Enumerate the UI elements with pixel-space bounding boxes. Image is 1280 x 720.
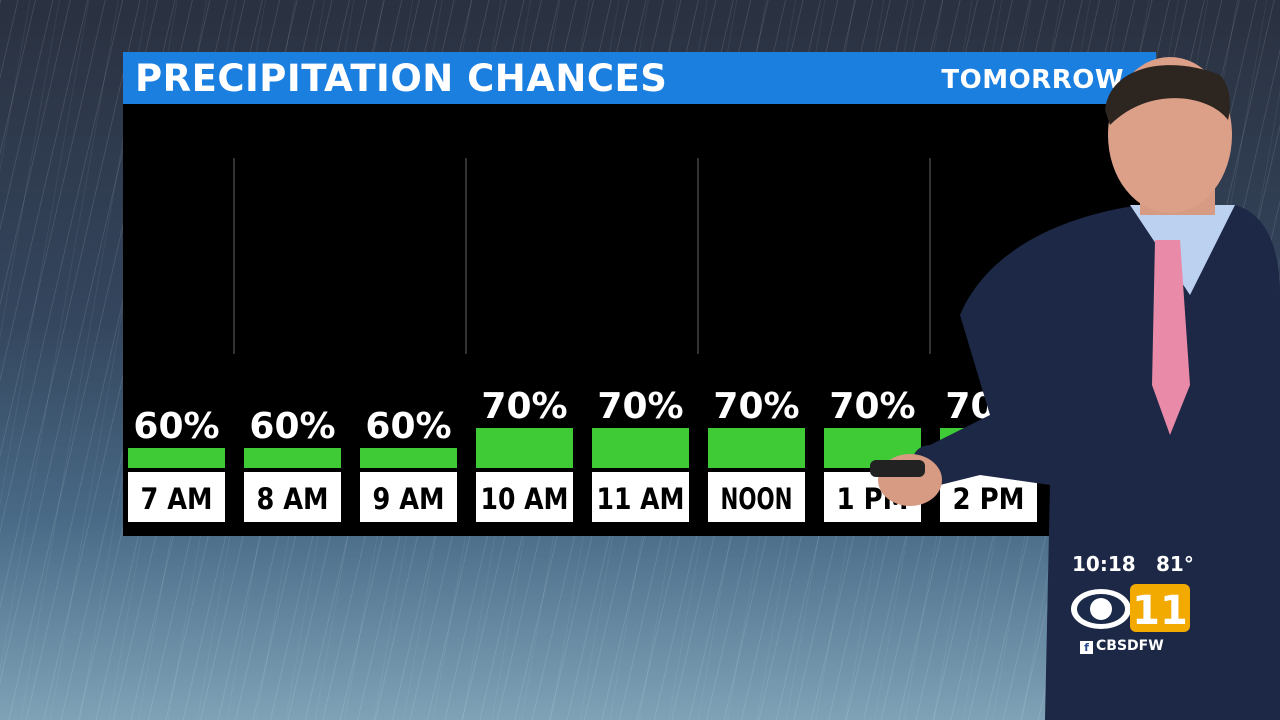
cbs-eye-icon bbox=[1071, 589, 1131, 629]
station-handle: f CBSDFW bbox=[1080, 638, 1164, 654]
bar bbox=[128, 448, 225, 468]
category-label-box bbox=[360, 472, 457, 522]
logo-number: 11 bbox=[1132, 588, 1188, 634]
title-bar: PRECIPITATION CHANCES TOMORROW bbox=[123, 52, 1156, 104]
station-bug: 10:18 81° 11 f CBSDFW bbox=[1062, 548, 1202, 658]
presenter-tie bbox=[1152, 240, 1190, 435]
handle-text: CBSDFW bbox=[1096, 638, 1164, 654]
bar-value-label: 70% bbox=[713, 386, 799, 427]
category-label-box bbox=[128, 472, 225, 522]
bar-value-label: 60% bbox=[133, 406, 219, 447]
bar bbox=[244, 448, 341, 468]
category-label-box bbox=[592, 472, 689, 522]
bar-value-label: 70% bbox=[829, 386, 915, 427]
category-label: 2 PM bbox=[953, 482, 1025, 516]
bar bbox=[476, 428, 573, 468]
bar-value-label: 70% bbox=[597, 386, 683, 427]
presenter-figure bbox=[870, 57, 1280, 720]
logo-badge bbox=[1130, 584, 1190, 632]
category-label: NOON bbox=[721, 482, 793, 516]
bar-value-label: 70% bbox=[481, 386, 567, 427]
bug-time: 10:18 bbox=[1072, 552, 1136, 576]
category-label: 10 AM bbox=[481, 482, 569, 516]
presenter-hair bbox=[1105, 65, 1230, 125]
chart-title: PRECIPITATION CHANCES bbox=[135, 57, 668, 100]
presenter-shirt bbox=[1130, 205, 1235, 295]
bar-value-label: 60% bbox=[365, 406, 451, 447]
bug-temperature: 81° bbox=[1156, 552, 1194, 576]
category-label: 9 AM bbox=[373, 482, 445, 516]
facebook-icon: f bbox=[1080, 641, 1093, 654]
category-label: 11 AM bbox=[597, 482, 685, 516]
category-label: 7 AM bbox=[141, 482, 213, 516]
category-label-box bbox=[476, 472, 573, 522]
chart-subtitle: TOMORROW bbox=[941, 65, 1124, 95]
category-label: 8 AM bbox=[257, 482, 329, 516]
bar bbox=[592, 428, 689, 468]
category-label-box bbox=[708, 472, 805, 522]
bar-value-label: 60% bbox=[249, 406, 335, 447]
presenter-clicker bbox=[870, 460, 925, 477]
bar bbox=[360, 448, 457, 468]
bar bbox=[708, 428, 805, 468]
category-label-box bbox=[244, 472, 341, 522]
station-logo: 11 bbox=[1071, 584, 1190, 634]
